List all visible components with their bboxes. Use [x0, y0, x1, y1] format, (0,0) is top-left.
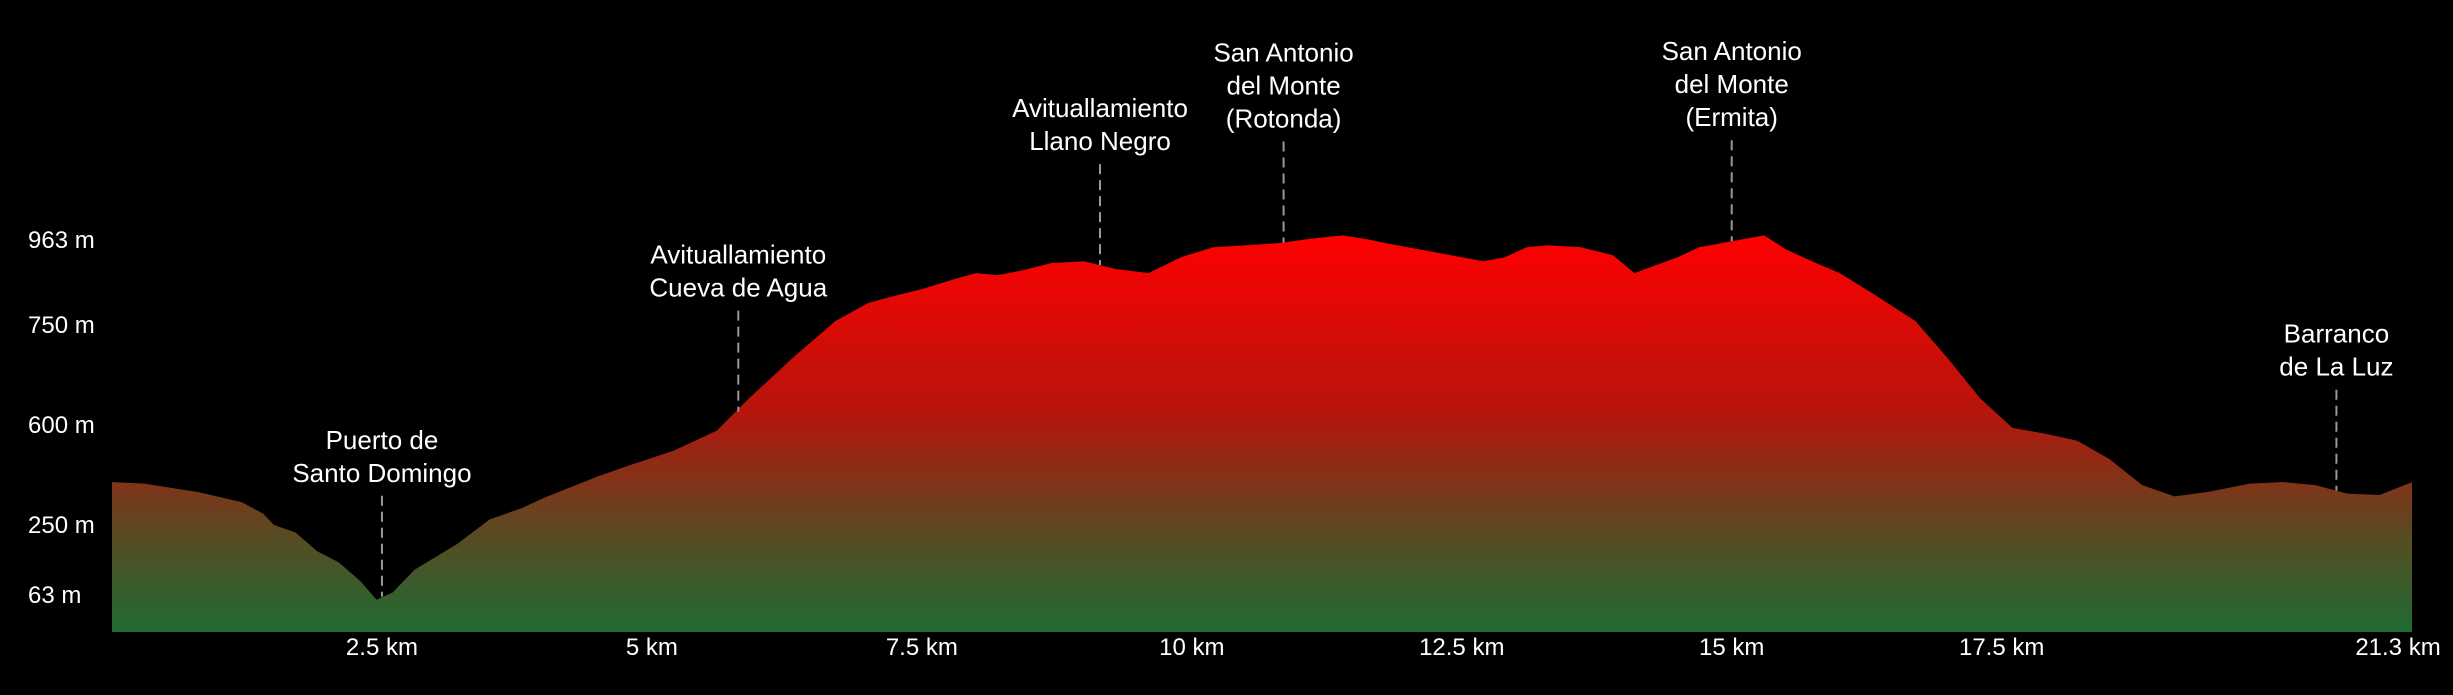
- y-tick-label: 750 m: [28, 312, 95, 339]
- poi-label-line: Puerto de: [326, 425, 439, 455]
- x-tick-label: 21.3 km: [2355, 634, 2440, 661]
- poi-label-line: Barranco: [2284, 319, 2390, 349]
- x-tick-label: 15 km: [1699, 634, 1764, 661]
- x-tick-label: 7.5 km: [886, 634, 958, 661]
- poi-label-line: de La Luz: [2279, 352, 2393, 382]
- x-tick-label: 17.5 km: [1959, 634, 2044, 661]
- y-tick-label: 963 m: [28, 227, 95, 254]
- y-tick-label: 600 m: [28, 412, 95, 439]
- y-axis: 63 m 250 m 600 m 750 m 963 m: [28, 227, 95, 609]
- x-tick-label: 12.5 km: [1419, 634, 1504, 661]
- x-tick-label: 5 km: [626, 634, 678, 661]
- y-tick-label: 63 m: [28, 582, 81, 609]
- poi-label-line: (Ermita): [1685, 102, 1777, 132]
- poi-label-line: Avituallamiento: [650, 240, 826, 270]
- poi-label-line: del Monte: [1227, 71, 1341, 101]
- poi-label-line: del Monte: [1675, 69, 1789, 99]
- x-tick-label: 2.5 km: [346, 634, 418, 661]
- poi-label-line: Avituallamiento: [1012, 93, 1188, 123]
- poi-label-line: Cueva de Agua: [649, 273, 827, 303]
- poi-label-line: Santo Domingo: [292, 458, 471, 488]
- poi-label-line: Llano Negro: [1029, 126, 1171, 156]
- poi-label-line: San Antonio: [1662, 36, 1802, 66]
- elevation-area: [112, 235, 2412, 632]
- y-tick-label: 250 m: [28, 512, 95, 539]
- poi-label-line: (Rotonda): [1226, 104, 1342, 134]
- x-axis: 2.5 km 5 km 7.5 km 10 km 12.5 km 15 km 17.5 km…: [346, 634, 2441, 661]
- poi-label-line: San Antonio: [1213, 38, 1353, 68]
- x-tick-label: 10 km: [1159, 634, 1224, 661]
